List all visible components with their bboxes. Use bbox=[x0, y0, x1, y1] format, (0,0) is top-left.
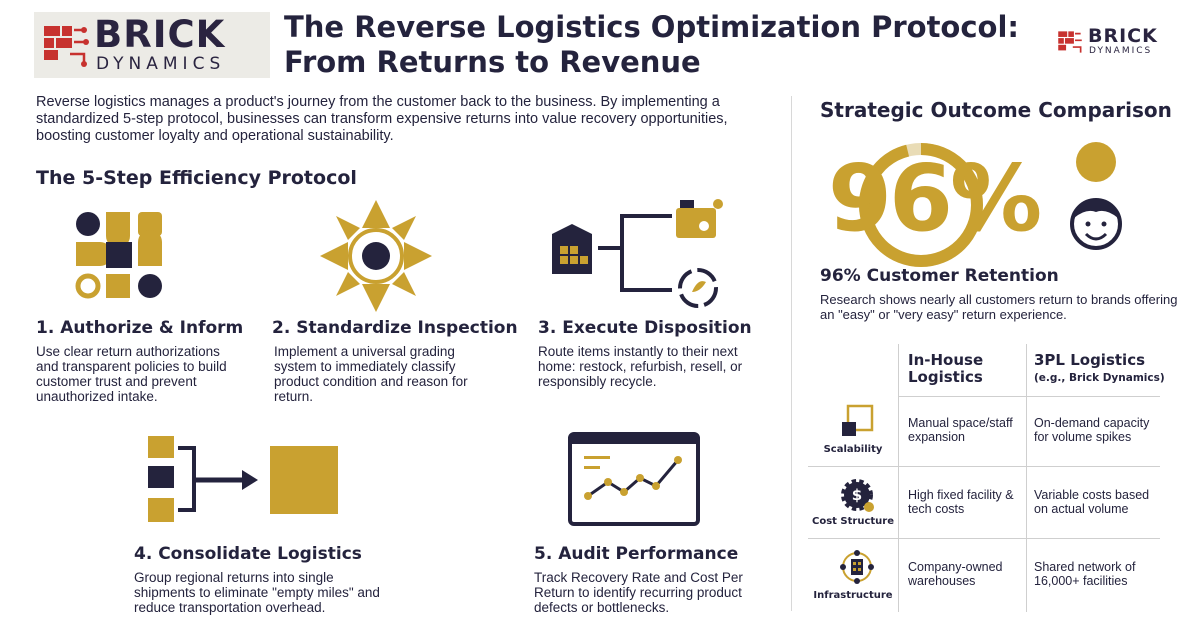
dollar-gear-icon: $ bbox=[841, 479, 874, 512]
happy-customer-icon bbox=[1070, 142, 1122, 250]
comparison-table: In-House Logistics 3PL Logistics (e.g., … bbox=[808, 344, 1178, 614]
step-1-title: 1. Authorize & Inform bbox=[36, 318, 244, 338]
section-divider bbox=[791, 96, 792, 611]
intro-paragraph: Reverse logistics manages a product's jo… bbox=[36, 94, 728, 144]
consolidate-arrow-icon bbox=[148, 436, 338, 522]
outcomes-heading: Strategic Outcome Comparison bbox=[820, 98, 1172, 122]
line-chart-icon bbox=[568, 432, 700, 526]
step-3-title: 3. Execute Disposition bbox=[538, 318, 752, 338]
brand-name-top: BRICK bbox=[94, 13, 226, 56]
col-head-3pl: 3PL Logistics bbox=[1034, 351, 1146, 369]
retention-label: 96% Customer Retention bbox=[820, 266, 1059, 286]
table-rule bbox=[1026, 344, 1027, 612]
table-rule bbox=[808, 538, 1160, 539]
scale-squares-icon bbox=[842, 404, 874, 436]
brand-logo: BRICK DYNAMICS bbox=[34, 12, 270, 78]
step-5-title: 5. Audit Performance bbox=[534, 544, 739, 564]
protocol-heading: The 5-Step Efficiency Protocol bbox=[36, 167, 357, 189]
cell-3pl-infrastructure: Shared network of 16,000+ facilities bbox=[1034, 560, 1136, 588]
row-label-scalability: Scalability bbox=[823, 444, 883, 455]
step-2-title: 2. Standardize Inspection bbox=[272, 318, 518, 338]
shapes-grid-icon bbox=[75, 212, 162, 299]
col-head-inhouse: In-House Logistics bbox=[908, 351, 984, 386]
cell-3pl-scalability: On-demand capacity for volume spikes bbox=[1034, 416, 1150, 444]
brand-small-bottom: DYNAMICS bbox=[1089, 46, 1153, 56]
compass-star-icon bbox=[320, 200, 432, 312]
svg-text:$: $ bbox=[852, 486, 862, 504]
title-line-2: From Returns to Revenue bbox=[284, 45, 701, 79]
brick-logo-small-icon bbox=[1058, 31, 1082, 53]
row-label-cost: Cost Structure bbox=[812, 516, 894, 527]
brick-logo-icon bbox=[44, 26, 89, 67]
col-sub-3pl: (e.g., Brick Dynamics) bbox=[1034, 372, 1165, 384]
routing-icon bbox=[552, 199, 723, 308]
brand-logo-small: BRICK DYNAMICS bbox=[1056, 26, 1180, 60]
step-3-desc: Route items instantly to their next home… bbox=[538, 344, 743, 389]
retention-ring-icon bbox=[859, 143, 983, 267]
page-title: The Reverse Logistics Optimization Proto… bbox=[284, 10, 1064, 80]
step-4-title: 4. Consolidate Logistics bbox=[134, 544, 362, 564]
table-rule bbox=[808, 466, 1160, 467]
cell-3pl-cost: Variable costs based on actual volume bbox=[1034, 488, 1150, 516]
cell-inhouse-infrastructure: Company-owned warehouses bbox=[908, 560, 1003, 588]
network-building-icon bbox=[840, 550, 874, 584]
step-5-desc: Track Recovery Rate and Cost Per Return … bbox=[534, 570, 743, 615]
brand-small-top: BRICK bbox=[1088, 25, 1158, 47]
retention-text: Research shows nearly all customers retu… bbox=[820, 292, 1178, 322]
cell-inhouse-scalability: Manual space/staff expansion bbox=[908, 416, 1013, 444]
step-4-desc: Group regional returns into single shipm… bbox=[134, 570, 380, 615]
step-2-desc: Implement a universal grading system to … bbox=[274, 344, 468, 404]
step-1-desc: Use clear return authorizations and tran… bbox=[36, 344, 227, 404]
table-rule bbox=[898, 396, 1160, 397]
brand-name-bottom: DYNAMICS bbox=[96, 54, 226, 74]
table-rule bbox=[898, 344, 899, 612]
row-label-infrastructure: Infrastructure bbox=[813, 590, 893, 601]
big-stat: 96% bbox=[828, 145, 1042, 252]
title-line-1: The Reverse Logistics Optimization Proto… bbox=[284, 10, 1020, 44]
cell-inhouse-cost: High fixed facility & tech costs bbox=[908, 488, 1014, 516]
